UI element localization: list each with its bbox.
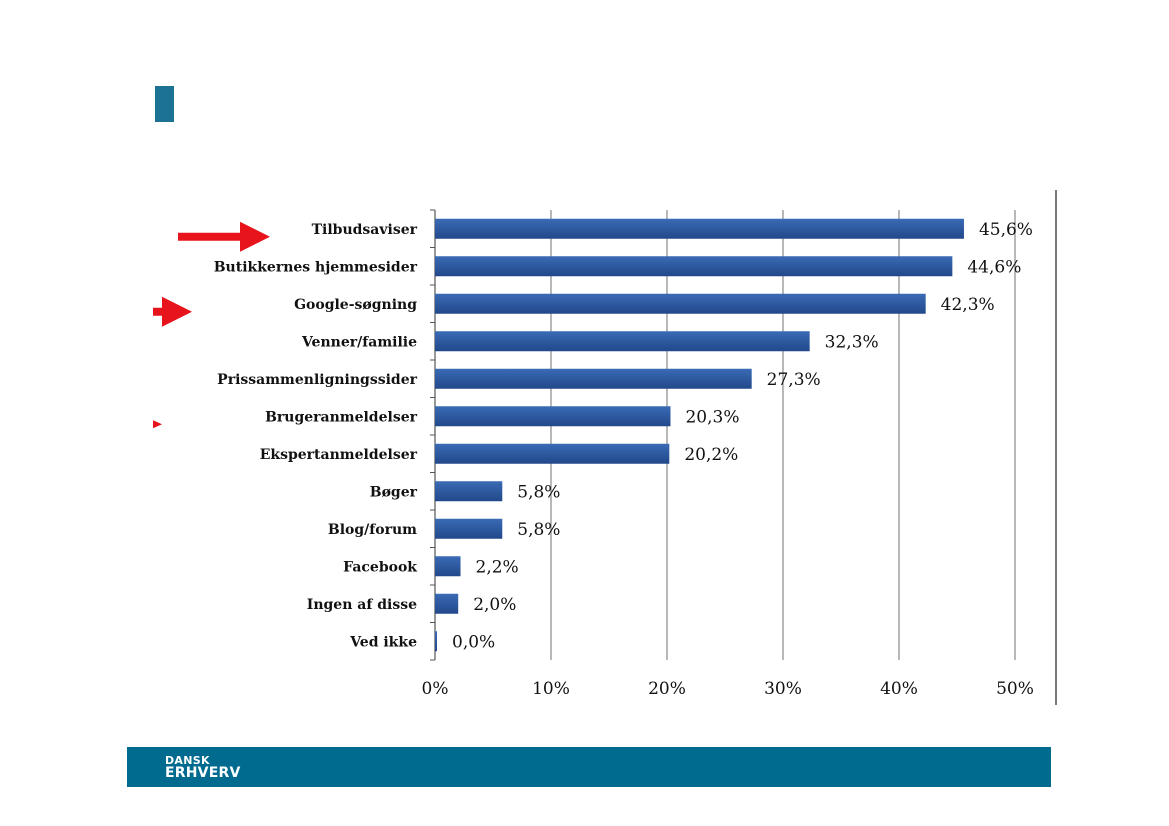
red-arrow-annotation: [153, 296, 192, 327]
value-label: 0,0%: [452, 632, 495, 652]
category-label: Prissammenligningssider: [217, 372, 417, 388]
bar: [435, 293, 926, 314]
title-accent-block: [155, 86, 174, 122]
red-arrow-annotation: [178, 221, 270, 252]
bar: [435, 481, 503, 502]
bar: [435, 218, 964, 239]
bar: [435, 631, 437, 652]
bar: [435, 593, 459, 614]
category-label: Bøger: [370, 484, 418, 500]
category-label: Google-søgning: [294, 297, 417, 313]
category-label: Blog/forum: [328, 522, 417, 538]
footer-bar: DANSK ERHVERV: [127, 747, 1051, 787]
bar: [435, 443, 670, 464]
value-label: 20,3%: [685, 407, 739, 427]
category-label: Ekspertanmeldelser: [260, 447, 418, 463]
value-label: 44,6%: [967, 257, 1021, 277]
category-label: Ingen af disse: [307, 597, 417, 613]
bar: [435, 331, 810, 352]
bar-chart: 0% 10% 20% 30% 40% 50% Tilbudsaviser 45,6% Butik…: [153, 190, 1057, 705]
x-tick-label: 10%: [532, 679, 570, 699]
value-label: 2,2%: [476, 557, 519, 577]
logo-line-2: ERHVERV: [165, 765, 241, 781]
value-label: 2,0%: [473, 595, 516, 615]
bar: [435, 518, 503, 539]
bar: [435, 406, 671, 427]
value-label: 20,2%: [684, 445, 738, 465]
x-tick-label: 30%: [764, 679, 802, 699]
bar: [435, 256, 953, 277]
dansk-erhverv-logo: DANSK ERHVERV: [165, 754, 241, 781]
bar: [435, 368, 752, 389]
x-tick-label: 50%: [996, 679, 1034, 699]
x-tick-label: 20%: [648, 679, 686, 699]
value-label: 45,6%: [979, 220, 1033, 240]
bar: [435, 556, 461, 577]
value-label: 5,8%: [517, 520, 560, 540]
logo-line-1: DANSK: [165, 754, 210, 767]
value-label: 5,8%: [517, 482, 560, 502]
value-label: 42,3%: [941, 295, 995, 315]
category-label: Brugeranmeldelser: [265, 409, 418, 425]
value-label: 27,3%: [767, 370, 821, 390]
red-arrow-annotation: [153, 420, 162, 429]
value-label: 32,3%: [825, 332, 879, 352]
x-tick-label: 0%: [422, 679, 449, 699]
category-label: Butikkernes hjemmesider: [214, 259, 418, 275]
category-label: Ved ikke: [349, 634, 417, 650]
x-tick-label: 40%: [880, 679, 918, 699]
category-label: Venner/familie: [301, 334, 417, 350]
category-label: Tilbudsaviser: [312, 222, 418, 238]
category-label: Facebook: [343, 559, 417, 575]
